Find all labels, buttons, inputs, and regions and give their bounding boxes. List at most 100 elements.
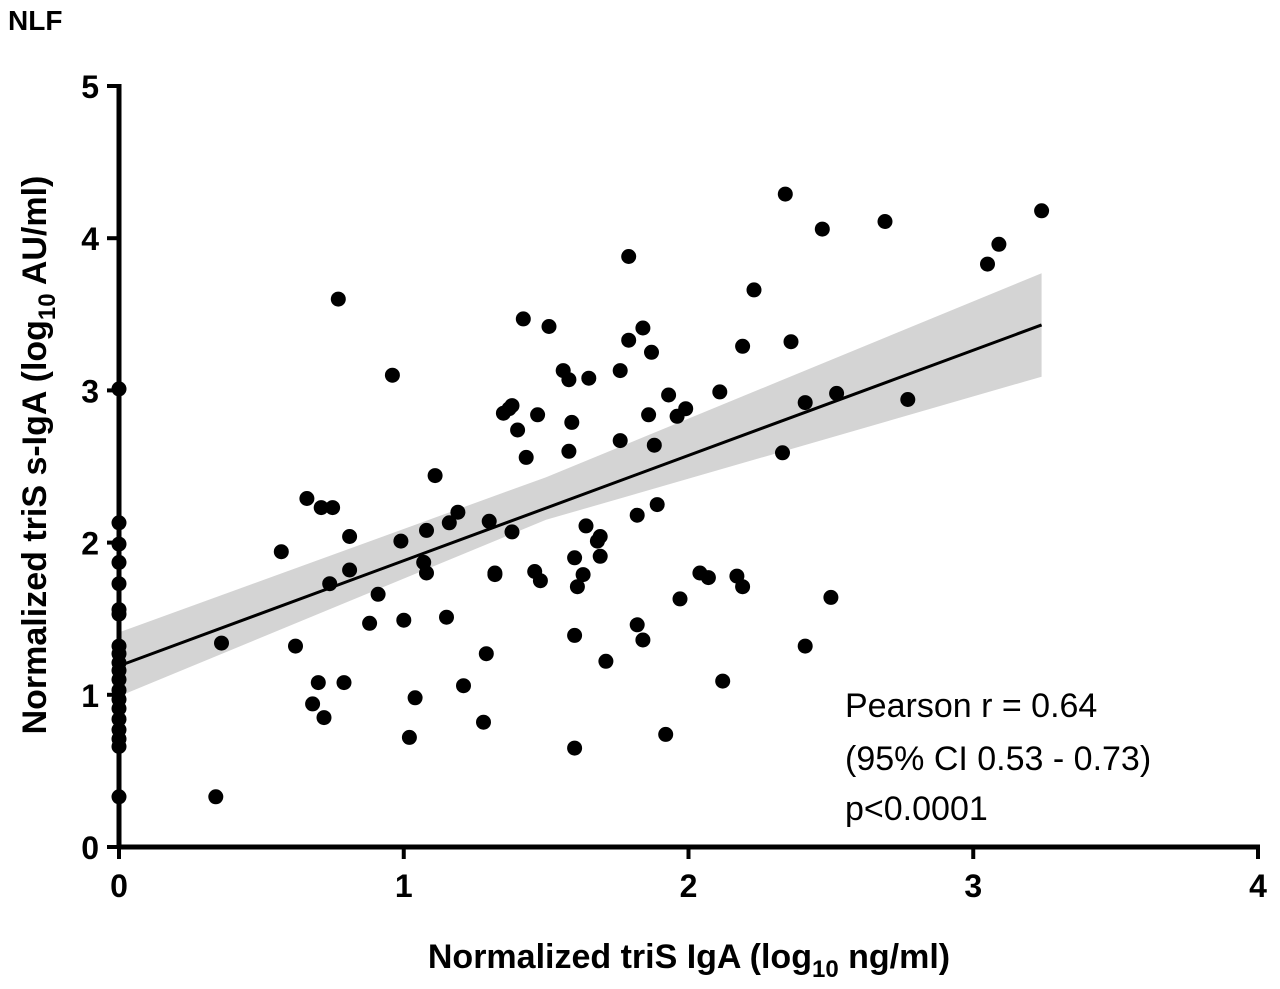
data-point [336,675,352,691]
data-point [481,513,497,529]
x-tick-label: 4 [1249,868,1267,904]
y-axis-title-suffix: AU/ml) [16,176,54,294]
data-point [456,678,471,694]
y-tick-label: 1 [81,678,99,714]
data-point [450,504,466,520]
data-point [700,570,716,586]
y-axis-title-prefix: Normalized triS s-IgA (log [16,320,54,734]
data-point [299,491,315,506]
data-point [504,524,520,540]
x-tick-label: 1 [395,868,413,904]
data-point [629,617,645,633]
data-point [518,449,534,465]
data-point [635,320,651,336]
y-tick-label: 2 [81,526,99,562]
x-axis-title-prefix: Normalized triS IgA (log [428,938,812,976]
y-tick-label: 5 [81,69,99,105]
data-point [735,338,751,354]
data-point [777,186,793,202]
y-tick-label: 3 [81,373,99,409]
confidence-interval-annotation: (95% CI 0.53 - 0.73) [845,740,1151,778]
data-point [612,363,628,379]
data-point [621,249,637,264]
data-point [478,646,494,662]
data-point [621,332,637,348]
x-tick-label: 0 [110,868,128,904]
data-point [980,256,995,272]
data-point [775,445,790,461]
data-point [629,507,645,523]
data-point [567,740,583,756]
data-point [419,522,434,538]
confidence-band-layer [119,273,1042,697]
x-axis-title-subscript: 10 [812,956,839,983]
data-point [797,395,813,411]
data-point [530,407,546,423]
data-point [541,319,557,334]
data-point [592,548,608,564]
confidence-band [119,273,1042,697]
x-axis-title-suffix: ng/ml) [839,938,950,976]
data-point [419,565,434,581]
data-point [569,579,585,595]
data-point [575,567,591,583]
data-point [661,387,677,403]
data-point [214,635,229,651]
data-point [900,392,916,407]
data-point [532,573,548,589]
data-point [510,422,526,438]
x-tick-label: 2 [680,868,698,904]
data-point [735,579,751,595]
data-point [342,529,358,544]
data-point [644,344,659,360]
data-point [561,443,577,459]
tick-marks [107,84,1260,859]
data-point [658,726,674,742]
data-point [746,282,762,298]
data-point [564,414,580,430]
data-point [325,500,341,516]
data-point [396,612,412,628]
data-point [310,675,326,691]
data-point [384,367,400,383]
data-point [649,497,665,513]
x-axis-title: Normalized triS IgA (log10 ng/ml) [428,938,950,983]
data-point [515,311,531,327]
y-tick-labels: 0 1 2 3 4 5 [81,69,99,866]
data-point [783,334,799,350]
data-point [678,401,694,417]
data-point [672,591,688,607]
data-point [646,437,662,453]
y-axis-title-subscript: 10 [34,293,61,320]
data-point [305,696,321,712]
data-point [476,714,491,730]
data-point [208,789,224,805]
data-point [1034,203,1050,219]
data-point [635,632,651,648]
data-point [581,370,597,386]
data-point [504,398,520,414]
data-point [273,544,289,560]
y-tick-label: 0 [81,830,99,866]
data-point [598,653,614,669]
regression-line-layer [118,323,1043,668]
data-point [370,586,386,602]
regression-line [118,323,1043,668]
data-point [991,236,1007,252]
data-point [288,638,303,654]
data-point [487,567,503,583]
data-point [877,214,893,229]
data-point [441,515,457,531]
data-point [829,385,845,401]
data-point [393,533,409,549]
data-point [592,529,608,544]
data-point [316,710,332,726]
data-point [715,673,731,689]
panel-label: NLF [8,5,62,36]
data-point [823,589,839,605]
data-point [362,615,378,631]
data-point [567,627,583,643]
data-point [561,372,577,388]
data-point [330,291,346,307]
